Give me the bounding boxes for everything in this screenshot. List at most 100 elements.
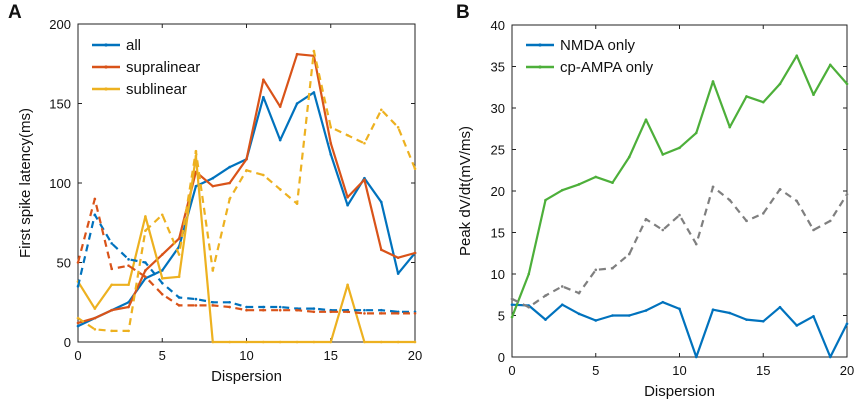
data-point bbox=[694, 242, 698, 246]
y-tick-label: 20 bbox=[491, 184, 505, 199]
legend-label: cp-AMPA only bbox=[560, 59, 654, 76]
y-tick-label: 30 bbox=[491, 101, 505, 116]
y-tick-label: 0 bbox=[498, 350, 505, 365]
data-point bbox=[828, 355, 832, 359]
data-point bbox=[295, 340, 299, 344]
data-point bbox=[110, 267, 113, 271]
data-point bbox=[110, 329, 113, 333]
data-point bbox=[694, 355, 698, 359]
x-tick-label: 5 bbox=[592, 363, 599, 378]
data-point bbox=[627, 252, 631, 256]
data-point bbox=[211, 300, 215, 304]
data-point bbox=[76, 321, 80, 325]
data-point bbox=[644, 309, 648, 312]
legend-label: all bbox=[126, 37, 141, 54]
data-point bbox=[329, 153, 333, 156]
data-point bbox=[711, 185, 715, 189]
data-point bbox=[127, 283, 130, 287]
data-point bbox=[245, 305, 248, 309]
y-tick-label: 50 bbox=[57, 256, 71, 271]
data-point bbox=[211, 269, 215, 272]
panel-b-chart: B 0 5 10 15 20 0 5 10 15 20 25 30 35 40 Dispersion Peak … bbox=[456, 2, 854, 400]
data-point bbox=[127, 305, 130, 309]
data-point bbox=[262, 173, 265, 177]
data-point bbox=[396, 256, 400, 260]
data-point bbox=[778, 305, 782, 309]
data-point bbox=[711, 308, 715, 311]
data-point bbox=[110, 242, 113, 245]
data-point bbox=[262, 305, 265, 309]
data-point bbox=[76, 261, 80, 264]
data-point bbox=[278, 138, 282, 142]
data-point bbox=[211, 176, 215, 180]
data-point bbox=[380, 200, 383, 204]
data-point bbox=[160, 281, 164, 285]
data-point bbox=[329, 340, 333, 344]
data-point bbox=[594, 319, 598, 322]
data-point bbox=[177, 304, 181, 307]
y-tick-label: 35 bbox=[491, 60, 505, 75]
data-point bbox=[577, 312, 581, 316]
data-point bbox=[194, 154, 198, 158]
data-point bbox=[845, 193, 849, 196]
series-line-all bbox=[76, 91, 417, 328]
data-point bbox=[312, 49, 316, 53]
data-point bbox=[177, 275, 181, 279]
y-axis-label: Peak dV/dt(mV/ms) bbox=[457, 126, 474, 256]
data-point bbox=[527, 305, 531, 309]
data-point bbox=[627, 155, 631, 159]
data-point bbox=[329, 141, 333, 145]
x-tick-label: 15 bbox=[756, 363, 770, 378]
legend-label: supralinear bbox=[126, 59, 200, 76]
data-point bbox=[778, 188, 782, 191]
x-axis-label: Dispersion bbox=[211, 368, 282, 385]
data-point bbox=[144, 215, 147, 218]
data-point bbox=[694, 131, 698, 135]
data-point bbox=[510, 303, 514, 307]
data-point bbox=[262, 95, 265, 99]
data-point bbox=[544, 198, 547, 202]
data-point bbox=[76, 324, 80, 328]
data-point bbox=[795, 199, 799, 203]
data-point bbox=[245, 340, 248, 344]
data-point bbox=[110, 308, 113, 312]
data-point bbox=[278, 105, 282, 108]
data-point bbox=[312, 91, 316, 94]
data-point bbox=[329, 126, 333, 129]
data-point bbox=[278, 188, 282, 191]
data-point bbox=[380, 248, 383, 252]
data-point bbox=[745, 219, 748, 223]
data-point bbox=[611, 314, 614, 317]
data-point bbox=[380, 340, 383, 344]
x-axis-label: Dispersion bbox=[644, 383, 715, 400]
data-point bbox=[177, 253, 181, 256]
data-point bbox=[160, 293, 164, 296]
data-point bbox=[845, 82, 849, 86]
data-point bbox=[194, 304, 198, 307]
data-point bbox=[828, 63, 832, 67]
data-point bbox=[661, 300, 665, 304]
series-line-all-dashed- bbox=[76, 213, 415, 313]
panel-label: A bbox=[8, 2, 22, 23]
data-point bbox=[396, 340, 400, 344]
legend-label: NMDA only bbox=[560, 37, 636, 54]
data-point bbox=[363, 312, 366, 315]
data-point bbox=[228, 165, 231, 169]
series-line-supralinear-dashed- bbox=[76, 197, 415, 315]
data-point bbox=[527, 272, 531, 276]
data-point bbox=[594, 175, 598, 179]
data-point bbox=[93, 327, 97, 331]
legend-marker bbox=[538, 43, 542, 47]
data-point bbox=[262, 308, 265, 312]
data-point bbox=[160, 277, 164, 280]
x-tick-label: 0 bbox=[508, 363, 515, 378]
data-point bbox=[228, 300, 231, 304]
data-point bbox=[828, 219, 832, 223]
x-tick-label: 15 bbox=[324, 348, 338, 363]
data-point bbox=[413, 167, 417, 170]
data-point bbox=[510, 297, 514, 301]
data-point bbox=[627, 314, 631, 317]
series-line-gray-dashed- bbox=[511, 185, 848, 309]
data-point bbox=[93, 307, 97, 310]
